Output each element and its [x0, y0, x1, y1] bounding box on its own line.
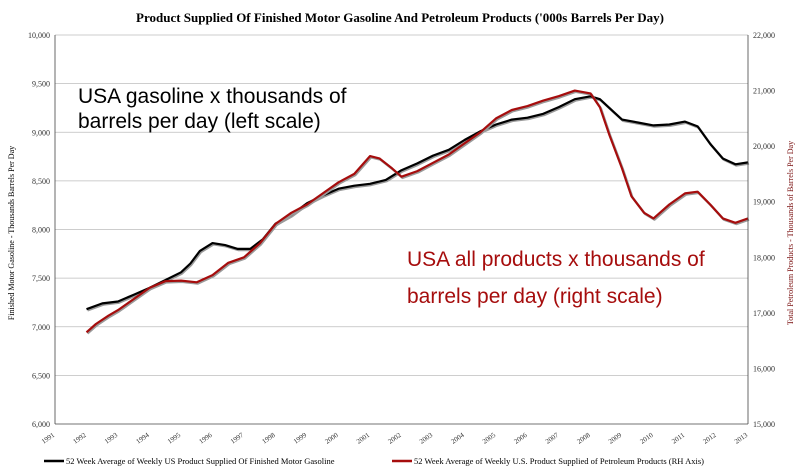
- left-tick-label-3: 7,500: [32, 274, 50, 283]
- right-tick-label-3: 18,000: [753, 253, 775, 262]
- x-tick-label-2006: 2006: [513, 431, 529, 446]
- x-tick-label-1993: 1993: [103, 431, 119, 446]
- right-tick-label-1: 16,000: [753, 364, 775, 373]
- x-tick-label-2003: 2003: [418, 431, 434, 446]
- annotation-gasoline-line-2: barrels per day (left scale): [78, 110, 321, 133]
- annotation-gasoline: USA gasoline x thousands of barrels per …: [78, 85, 347, 133]
- x-tick-label-1996: 1996: [198, 431, 214, 446]
- annotation-all-products-line-2: barrels per day (right scale): [407, 285, 663, 308]
- x-tick-label-2011: 2011: [670, 431, 686, 446]
- left-axis-ticks: 6,000 6,500 7,000 7,500 8,000 8,500 9,000 9,500…: [28, 31, 50, 429]
- x-tick-label-1991: 1991: [40, 431, 56, 446]
- x-tick-label-2009: 2009: [607, 431, 623, 446]
- left-tick-label-0: 6,000: [32, 420, 50, 429]
- right-tick-label-7: 22,000: [753, 31, 775, 40]
- right-axis-label: Total Petroleum Products - Thousands of …: [786, 141, 795, 325]
- legend: 52 Week Average of Weekly US Product Sup…: [44, 456, 704, 466]
- x-tick-label-2002: 2002: [387, 431, 403, 446]
- x-tick-label-2012: 2012: [702, 431, 718, 446]
- right-tick-label-2: 17,000: [753, 309, 775, 318]
- legend-label-all-products: 52 Week Average of Weekly U.S. Product S…: [414, 456, 704, 466]
- x-tick-label-1997: 1997: [229, 431, 245, 446]
- series-all-products-line: [85, 89, 749, 334]
- x-tick-label-1995: 1995: [166, 431, 182, 446]
- right-axis-ticks: 15,000 16,000 17,000 18,000 19,000 20,000 21,0…: [753, 31, 775, 429]
- x-tick-label-1992: 1992: [72, 431, 88, 446]
- x-tick-label-2013: 2013: [733, 431, 749, 446]
- left-tick-label-7: 9,500: [32, 80, 50, 89]
- series-layer: [85, 89, 750, 335]
- x-tick-label-2001: 2001: [355, 431, 371, 446]
- left-tick-label-1: 6,500: [32, 371, 50, 380]
- left-tick-label-2: 7,000: [32, 323, 50, 332]
- annotation-all-products: USA all products x thousands of barrels …: [407, 248, 705, 308]
- x-tick-label-1998: 1998: [261, 431, 277, 446]
- left-tick-label-8: 10,000: [28, 31, 50, 40]
- x-tick-label-2005: 2005: [481, 431, 497, 446]
- x-tick-label-2004: 2004: [450, 431, 466, 446]
- left-axis-label: Finished Motor Gasoline - Thousands Barr…: [7, 146, 16, 320]
- x-tick-label-2010: 2010: [639, 431, 655, 446]
- right-tick-label-6: 21,000: [753, 87, 775, 96]
- x-tick-label-2007: 2007: [544, 431, 560, 446]
- left-tick-label-4: 8,000: [32, 226, 50, 235]
- left-tick-label-6: 9,000: [32, 128, 50, 137]
- chart-title: Product Supplied Of Finished Motor Gasol…: [136, 10, 664, 25]
- right-tick-label-5: 20,000: [753, 142, 775, 151]
- x-axis-ticks: 1991 1992 1993 1994 1995 1996 1997 1998 1999 2000…: [40, 431, 749, 446]
- annotation-all-products-line-1: USA all products x thousands of: [407, 248, 705, 271]
- x-tick-label-2008: 2008: [576, 431, 592, 446]
- right-tick-label-0: 15,000: [753, 420, 775, 429]
- legend-label-gasoline: 52 Week Average of Weekly US Product Sup…: [66, 456, 335, 466]
- x-tick-label-1994: 1994: [135, 431, 151, 446]
- x-tick-label-1999: 1999: [292, 431, 308, 446]
- annotation-gasoline-line-1: USA gasoline x thousands of: [78, 85, 347, 108]
- x-tick-label-2000: 2000: [324, 431, 340, 446]
- left-tick-label-5: 8,500: [32, 177, 50, 186]
- right-tick-label-4: 19,000: [753, 198, 775, 207]
- series-gasoline-line: [86, 95, 749, 311]
